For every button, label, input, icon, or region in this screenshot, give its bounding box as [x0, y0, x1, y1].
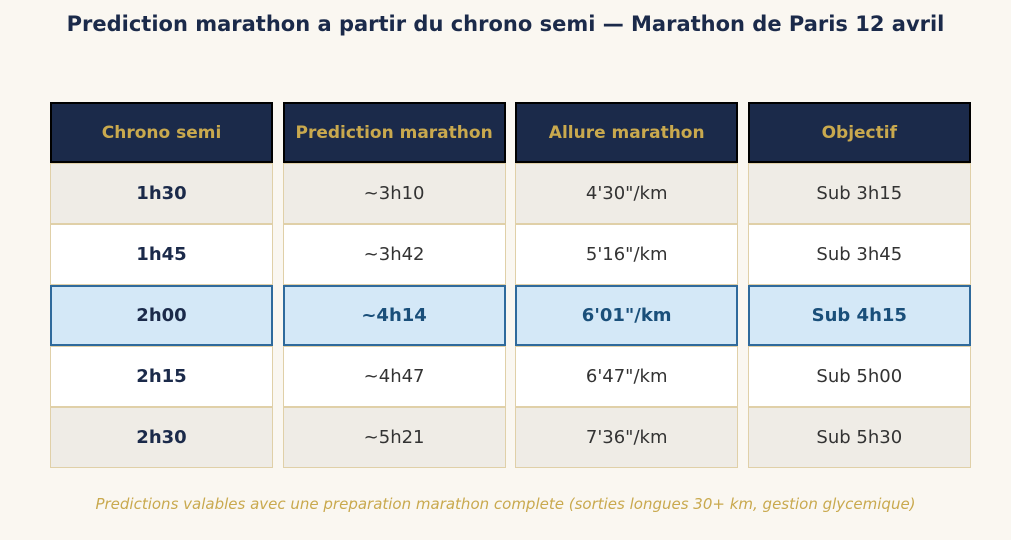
table-cell: ~5h21 [282, 407, 506, 468]
table-cell: 5'16"/km [515, 224, 739, 285]
title: Prediction marathon a partir du chrono s… [66, 12, 945, 36]
header-row: Chrono semi Prediction marathon Allure mar… [50, 102, 971, 163]
header-cell: Chrono semi [50, 102, 273, 163]
table-row: 2h15 ~4h47 6'47"/km Sub 5h00 [50, 346, 971, 407]
table-cell: ~3h10 [282, 163, 506, 224]
table-cell: 2h00 [50, 285, 273, 346]
table-cell: ~4h14 [282, 285, 506, 346]
table-row: 1h45 ~3h42 5'16"/km Sub 3h45 [50, 224, 971, 285]
table-cell: ~4h47 [282, 346, 506, 407]
table-row: 2h00 ~4h14 6'01"/km Sub 4h15 [50, 285, 971, 346]
footnote: Predictions valables avec une preparatio… [95, 495, 916, 513]
table-cell: 7'36"/km [515, 407, 739, 468]
table-cell: 1h45 [50, 224, 273, 285]
header-cell: Allure marathon [515, 102, 739, 163]
table-row: 2h30 ~5h21 7'36"/km Sub 5h30 [50, 407, 971, 468]
header-cell: Prediction marathon [282, 102, 506, 163]
header-cell: Objectif [747, 102, 971, 163]
table-cell: ~3h42 [282, 224, 506, 285]
table-cell: 6'47"/km [515, 346, 739, 407]
table-cell: 2h15 [50, 346, 273, 407]
table-cell: Sub 3h45 [747, 224, 971, 285]
table-cell: 6'01"/km [515, 285, 739, 346]
table: Chrono semi Prediction marathon Allure mar… [50, 102, 971, 468]
table-row: 1h30 ~3h10 4'30"/km Sub 3h15 [50, 163, 971, 224]
table-cell: 1h30 [50, 163, 273, 224]
table-cell: Sub 5h30 [747, 407, 971, 468]
table-cell: Sub 4h15 [747, 285, 971, 346]
table-cell: 2h30 [50, 407, 273, 468]
table-cell: 4'30"/km [515, 163, 739, 224]
table-cell: Sub 3h15 [747, 163, 971, 224]
table-cell: Sub 5h00 [747, 346, 971, 407]
